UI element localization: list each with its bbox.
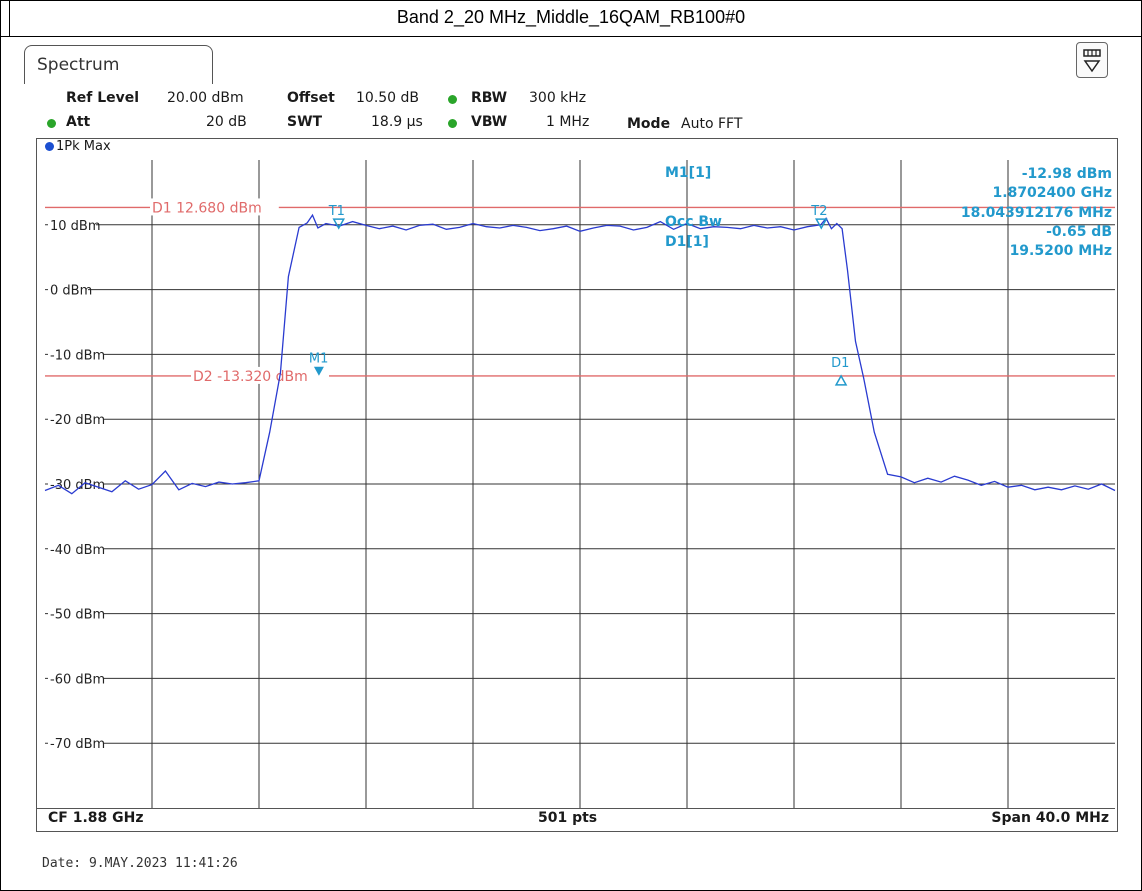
tick-label-bg: [48, 539, 104, 557]
sweep-points[interactable]: 501 pts: [538, 810, 598, 826]
display-line-label-bg: [191, 366, 329, 384]
d1-readout-level: -0.65 dB: [1046, 224, 1112, 240]
d1-readout-label: D1[1]: [665, 234, 709, 250]
marker-m1: M1: [309, 352, 329, 376]
caption-divider: [9, 1, 10, 36]
tick-label-bg: [48, 604, 104, 622]
marker-d1-label: D1: [831, 356, 849, 371]
plot-frame: [36, 138, 1118, 832]
display-config-glyph: [1083, 49, 1101, 73]
mode-value[interactable]: Auto FFT: [681, 116, 743, 132]
marker-t2-label: T2: [810, 204, 827, 219]
y-tick-label: -50 dBm: [50, 608, 105, 623]
trace-label[interactable]: 1Pk Max: [56, 139, 111, 154]
y-tick-label: -70 dBm: [50, 737, 105, 752]
markers-layer: M1 D1 T1 T2: [309, 204, 849, 386]
display-line-label-d1: D1 12.680 dBm: [152, 200, 262, 216]
y-tick-label: 0 dBm: [50, 284, 92, 299]
tick-label-bg: [48, 215, 96, 233]
marker-t1-symbol: [332, 218, 345, 230]
marker-m1-label: M1: [309, 352, 329, 367]
m1-readout-freq: 1.8702400 GHz: [992, 185, 1112, 201]
center-frequency[interactable]: CF 1.88 GHz: [48, 810, 144, 826]
figure-caption: Band 2_20 MHz_Middle_16QAM_RB100#0: [396, 7, 746, 27]
ref-level-value[interactable]: 20.00 dBm: [167, 90, 244, 106]
marker-t2: T2: [810, 204, 828, 230]
caption-row: Band 2_20 MHz_Middle_16QAM_RB100#0: [1, 1, 1141, 37]
marker-t1-label: T1: [328, 204, 345, 219]
tab-spectrum-label: Spectrum: [37, 55, 120, 75]
grid: [45, 160, 1115, 808]
d1-readout-freq: 19.5200 MHz: [1009, 243, 1112, 259]
footer-bar: [37, 808, 1115, 831]
vbw-label: VBW: [471, 114, 508, 130]
tab-spectrum[interactable]: Spectrum: [24, 45, 213, 84]
tick-label-bg: [48, 345, 104, 363]
rbw-coupled-indicator: [448, 95, 457, 104]
ref-level-label: Ref Level: [66, 90, 140, 106]
att-coupled-indicator: [47, 119, 56, 128]
tick-label-bg: [48, 669, 104, 687]
marker-d1: D1: [831, 356, 849, 386]
tick-label-bg: [48, 410, 104, 428]
rbw-label: RBW: [471, 90, 508, 106]
tick-label-bg: [48, 280, 88, 298]
m1-readout-label: M1[1]: [665, 165, 712, 181]
rbw-value[interactable]: 300 kHz: [529, 90, 587, 106]
span[interactable]: Span 40.0 MHz: [991, 810, 1109, 826]
y-tick-label: 10 dBm: [50, 219, 101, 234]
vbw-value[interactable]: 1 MHz: [546, 114, 590, 130]
marker-m1-symbol: [313, 366, 324, 376]
y-tick-label: -40 dBm: [50, 543, 105, 558]
offset-value[interactable]: 10.50 dB: [356, 90, 420, 106]
marker-d1-symbol: [834, 374, 848, 386]
y-tick-label: -20 dBm: [50, 413, 105, 428]
display-lines: D1 12.680 dBm D2 -13.320 dBm: [45, 198, 1115, 385]
trace-layer: [44, 213, 1116, 495]
trace-indicator: [45, 142, 54, 151]
marker-t2-symbol: [815, 218, 828, 230]
mode-label: Mode: [627, 116, 671, 132]
display-line-label-bg: [150, 198, 279, 216]
display-line-label-d2: D2 -13.320 dBm: [193, 369, 308, 385]
offset-label: Offset: [287, 90, 335, 106]
vbw-coupled-indicator: [448, 119, 457, 128]
occ-bw-label: Occ Bw: [665, 214, 722, 230]
occ-bw-value: 18.043912176 MHz: [960, 205, 1112, 221]
swt-value[interactable]: 18.9 µs: [371, 114, 423, 130]
y-tick-label: -10 dBm: [50, 348, 105, 363]
spectrum-trace: [44, 213, 1116, 495]
att-value[interactable]: 20 dB: [206, 114, 247, 130]
att-label: Att: [66, 114, 91, 130]
display-config-icon[interactable]: [1076, 42, 1108, 78]
tick-label-bg: [48, 734, 104, 752]
y-tick-label: -60 dBm: [50, 672, 105, 687]
marker-t1: T1: [328, 204, 345, 230]
capture-date: Date: 9.MAY.2023 11:41:26: [42, 856, 238, 871]
m1-readout-level: -12.98 dBm: [1021, 166, 1112, 182]
swt-label: SWT: [287, 114, 323, 130]
